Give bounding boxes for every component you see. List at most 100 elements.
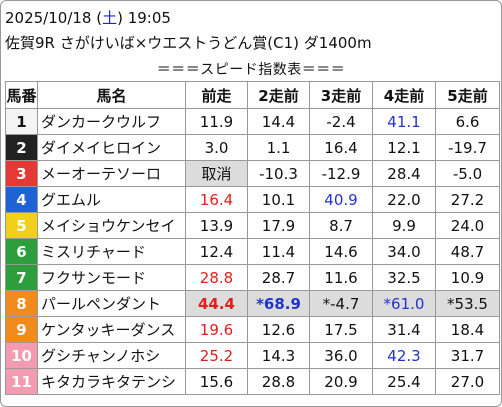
speed-value: 48.7 bbox=[435, 238, 500, 265]
horse-name: キタカラキタテンシ bbox=[37, 368, 186, 395]
horse-number: 6 bbox=[5, 238, 38, 265]
speed-value: 28.7 bbox=[247, 264, 310, 291]
horse-name: フクサンモード bbox=[37, 264, 186, 291]
horse-number: 11 bbox=[5, 368, 38, 395]
speed-value: *53.5 bbox=[435, 290, 500, 317]
speed-value: 17.5 bbox=[309, 316, 373, 343]
col-header-horse-name: 馬名 bbox=[37, 81, 186, 109]
speed-value: 11.6 bbox=[309, 264, 373, 291]
table-banner: ＝＝＝スピード指数表＝＝＝ bbox=[156, 62, 346, 78]
horse-name: パールペンダント bbox=[37, 290, 186, 317]
race-info: 佐賀9R さがけいば×ウエストうどん賞(C1) ダ1400m bbox=[5, 34, 372, 52]
horse-number: 5 bbox=[5, 212, 38, 239]
horse-name: メイショウケンセイ bbox=[37, 212, 186, 239]
speed-value-scratched: 取消 bbox=[185, 160, 248, 187]
speed-value: 41.1 bbox=[372, 108, 436, 135]
speed-value: 32.5 bbox=[372, 264, 436, 291]
speed-value: 42.3 bbox=[372, 342, 436, 369]
horse-number: 9 bbox=[5, 316, 38, 343]
speed-value: 31.7 bbox=[435, 342, 500, 369]
speed-value: 28.4 bbox=[372, 160, 436, 187]
table-row: 1 ダンカークウルフ 11.9 14.4 -2.4 41.1 6.6 bbox=[5, 108, 500, 135]
speed-value: 12.4 bbox=[185, 238, 248, 265]
speed-value: 24.0 bbox=[435, 212, 500, 239]
horse-name: ミスリチャード bbox=[37, 238, 186, 265]
speed-value: -2.4 bbox=[309, 108, 373, 135]
speed-value: 3.0 bbox=[185, 134, 248, 161]
horse-name: ダイメイヒロイン bbox=[37, 134, 186, 161]
table-row: 6 ミスリチャード 12.4 11.4 14.6 34.0 48.7 bbox=[5, 238, 500, 265]
speed-value: 34.0 bbox=[372, 238, 436, 265]
speed-value: 6.6 bbox=[435, 108, 500, 135]
horse-name: ダンカークウルフ bbox=[37, 108, 186, 135]
speed-value: 19.6 bbox=[185, 316, 248, 343]
speed-value: 1.1 bbox=[247, 134, 310, 161]
speed-value: *61.0 bbox=[372, 290, 436, 317]
speed-value: -5.0 bbox=[435, 160, 500, 187]
speed-value: 8.7 bbox=[309, 212, 373, 239]
col-header-4-races-ago: 4走前 bbox=[372, 81, 436, 109]
table-row: 3 メーオーテソーロ 取消 -10.3 -12.9 28.4 -5.0 bbox=[5, 160, 500, 187]
speed-value: 14.6 bbox=[309, 238, 373, 265]
table-row: 2 ダイメイヒロイン 3.0 1.1 16.4 12.1 -19.7 bbox=[5, 134, 500, 161]
speed-value: 11.9 bbox=[185, 108, 248, 135]
speed-value: 13.9 bbox=[185, 212, 248, 239]
horse-number: 8 bbox=[5, 290, 38, 317]
speed-value: 25.4 bbox=[372, 368, 436, 395]
table-row: 4 グエムル 16.4 10.1 40.9 22.0 27.2 bbox=[5, 186, 500, 213]
speed-value: 12.6 bbox=[247, 316, 310, 343]
speed-value: 25.2 bbox=[185, 342, 248, 369]
horse-number: 3 bbox=[5, 160, 38, 187]
speed-value: 27.2 bbox=[435, 186, 500, 213]
col-header-5-races-ago: 5走前 bbox=[435, 81, 500, 109]
speed-value: 18.4 bbox=[435, 316, 500, 343]
horse-number: 2 bbox=[5, 134, 38, 161]
horse-number: 4 bbox=[5, 186, 38, 213]
speed-value: -10.3 bbox=[247, 160, 310, 187]
horse-number: 1 bbox=[5, 108, 38, 135]
speed-value: 27.0 bbox=[435, 368, 500, 395]
table-row: 9 ケンタッキーダンス 19.6 12.6 17.5 31.4 18.4 bbox=[5, 316, 500, 343]
horse-name: メーオーテソーロ bbox=[37, 160, 186, 187]
col-header-number: 馬番 bbox=[5, 81, 38, 109]
speed-value: 10.1 bbox=[247, 186, 310, 213]
speed-value: 17.9 bbox=[247, 212, 310, 239]
horse-number: 10 bbox=[5, 342, 38, 369]
speed-value: 10.9 bbox=[435, 264, 500, 291]
speed-value: 14.3 bbox=[247, 342, 310, 369]
horse-name: グシチャンノホシ bbox=[37, 342, 186, 369]
speed-value: 11.4 bbox=[247, 238, 310, 265]
speed-value: 14.4 bbox=[247, 108, 310, 135]
horse-name: グエムル bbox=[37, 186, 186, 213]
horse-name: ケンタッキーダンス bbox=[37, 316, 186, 343]
speed-value: 15.6 bbox=[185, 368, 248, 395]
speed-value: -12.9 bbox=[309, 160, 373, 187]
speed-value: 28.8 bbox=[247, 368, 310, 395]
horse-number: 7 bbox=[5, 264, 38, 291]
date-text: 2025/10/18 ( bbox=[5, 9, 103, 27]
speed-value: *68.9 bbox=[247, 290, 310, 317]
speed-value: 16.4 bbox=[185, 186, 248, 213]
race-datetime: 2025/10/18 (土) 19:05 bbox=[5, 7, 171, 28]
speed-value: 16.4 bbox=[309, 134, 373, 161]
speed-value: 9.9 bbox=[372, 212, 436, 239]
table-row: 11 キタカラキタテンシ 15.6 28.8 20.9 25.4 27.0 bbox=[5, 368, 500, 395]
speed-value: 22.0 bbox=[372, 186, 436, 213]
speed-value: *-4.7 bbox=[309, 290, 373, 317]
speed-value: -19.7 bbox=[435, 134, 500, 161]
speed-index-table: 馬番 馬名 前走 2走前 3走前 4走前 5走前 1 ダンカークウルフ 11.9… bbox=[5, 81, 500, 395]
speed-value: 28.8 bbox=[185, 264, 248, 291]
day-of-week: 土 bbox=[102, 9, 118, 27]
header-row: 馬番 馬名 前走 2走前 3走前 4走前 5走前 bbox=[5, 81, 500, 109]
table-row: 10 グシチャンノホシ 25.2 14.3 36.0 42.3 31.7 bbox=[5, 342, 500, 369]
speed-value: 12.1 bbox=[372, 134, 436, 161]
col-header-3-races-ago: 3走前 bbox=[309, 81, 373, 109]
speed-value: 36.0 bbox=[309, 342, 373, 369]
speed-value: 44.4 bbox=[185, 290, 248, 317]
col-header-last-race: 前走 bbox=[185, 81, 248, 109]
col-header-2-races-ago: 2走前 bbox=[247, 81, 310, 109]
speed-value: 40.9 bbox=[309, 186, 373, 213]
table-row: 5 メイショウケンセイ 13.9 17.9 8.7 9.9 24.0 bbox=[5, 212, 500, 239]
table-row: 7 フクサンモード 28.8 28.7 11.6 32.5 10.9 bbox=[5, 264, 500, 291]
